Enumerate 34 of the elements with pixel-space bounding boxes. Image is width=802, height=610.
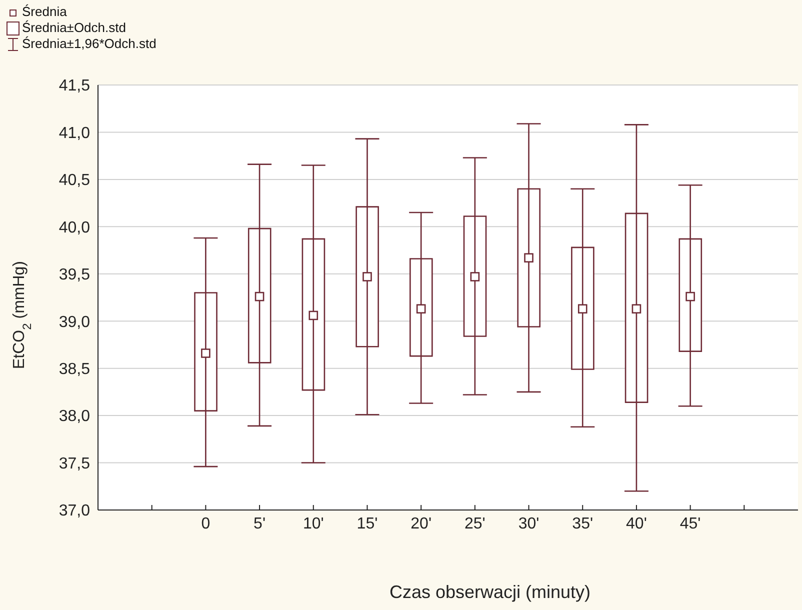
point xyxy=(632,304,642,314)
point xyxy=(308,310,318,320)
point xyxy=(416,304,426,314)
point xyxy=(524,253,534,262)
x-tick-label: 15' xyxy=(356,515,378,532)
x-axis-title: Czas obserwacji (minuty) xyxy=(389,582,591,602)
point xyxy=(201,348,210,358)
point xyxy=(578,304,588,314)
x-tick-label: 10' xyxy=(302,515,324,532)
legend-label: Średnia±Odch.std xyxy=(22,20,126,36)
y-tick-label: 37,0 xyxy=(58,502,90,520)
x-tick-label: 40' xyxy=(626,515,647,532)
point xyxy=(362,272,372,282)
point xyxy=(470,272,480,282)
point xyxy=(254,292,264,302)
x-tick-label: 5' xyxy=(254,515,266,532)
y-tick-label: 38,5 xyxy=(58,361,90,378)
y-tick-label: 38,0 xyxy=(58,408,90,426)
x-tick-label: 0 xyxy=(201,515,210,532)
text: Średnia±1,96*Odch.std xyxy=(22,36,156,52)
y-tick-label: 39,5 xyxy=(58,266,90,284)
x-tick-label: 30' xyxy=(518,515,540,532)
x-tick-label: 25' xyxy=(464,515,486,532)
x-tick-label: 45' xyxy=(680,515,701,532)
point xyxy=(686,292,695,302)
y-tick-label: 40,5 xyxy=(58,172,90,190)
y-tick-label: 40,0 xyxy=(58,219,90,236)
y-tick-label: 41,0 xyxy=(58,124,90,142)
legend-label: Średnia xyxy=(22,4,67,20)
x-tick-label: 20' xyxy=(410,515,432,532)
x-tick-label: 35' xyxy=(572,515,594,532)
y-tick-label: 37,5 xyxy=(58,455,90,472)
y-tick-label: 41,5 xyxy=(58,78,90,95)
y-tick-label: 39,0 xyxy=(58,314,90,331)
